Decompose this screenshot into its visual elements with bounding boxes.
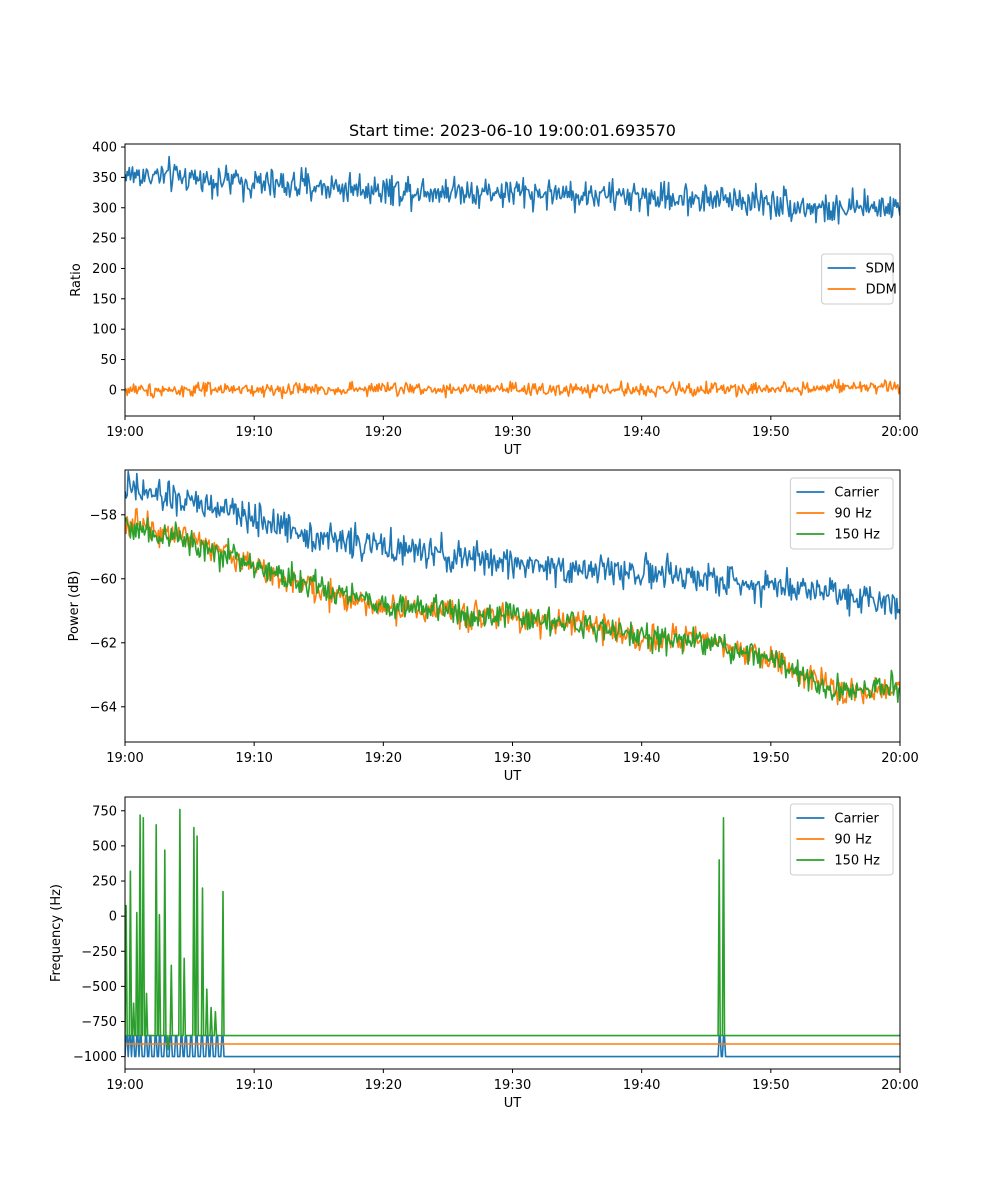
x-tick-label: 19:20 [365,425,402,440]
series-group [125,808,900,1058]
panel-power: 19:00 19:10 19:20 19:30 19:40 19:50 20:00 −58 −6… [67,469,919,784]
x-tick-label: 19:00 [106,1078,143,1093]
legend: Carrier 90 Hz 150 Hz [789,803,894,876]
y-tick-label: 500 [92,839,117,854]
y-tick-label: −750 [81,1015,117,1030]
y-axis-label: Power (dB) [67,571,82,642]
legend-label: DDM [866,283,897,298]
x-tick-label: 19:20 [365,1078,402,1093]
legend: SDM DDM [821,253,897,305]
y-axis-label: Ratio [69,263,84,296]
panel-frequency: 19:00 19:10 19:20 19:30 19:40 19:50 20:00 750 50… [49,796,919,1111]
x-tick-label: 19:40 [623,1078,660,1093]
x-tick-label: 19:00 [106,751,143,766]
y-tick-label: −60 [90,572,117,587]
y-axis-label: Frequency (Hz) [49,884,64,982]
x-tick-label: 19:20 [365,751,402,766]
y-tick-label: −250 [81,945,117,960]
legend-label: 90 Hz [834,833,871,848]
series-line-2 [125,378,900,400]
x-tick-label: 19:10 [235,751,272,766]
legend-label: SDM [866,262,895,277]
x-tick-label: 19:40 [623,425,660,440]
y-tick-label: 0 [109,383,117,398]
legend-label: Carrier [834,486,879,501]
x-tick-label: 20:00 [881,751,918,766]
y-tick-label: −1000 [73,1050,117,1065]
legend-label: Carrier [834,812,879,827]
legend-label: 150 Hz [834,528,880,543]
y-tick-label: 400 [92,141,117,156]
panel-ratio: 19:00 19:10 19:20 19:30 19:40 19:50 20:00 0 50 10… [69,141,919,458]
x-tick-label: 19:30 [494,751,531,766]
x-axis-label: UT [504,769,522,784]
series-line-3 [125,517,900,703]
x-tick-label: 19:00 [106,425,143,440]
x-tick-label: 20:00 [881,1078,918,1093]
y-tick-label: 250 [92,875,117,890]
legend: Carrier 90 Hz 150 Hz [789,477,894,550]
y-tick-label: 300 [92,201,117,216]
y-tick-label: −58 [90,508,117,523]
y-tick-label: 0 [109,910,117,925]
legend-frame [789,477,894,550]
series-group [125,155,900,400]
series-line-1 [125,470,900,620]
y-tick-label: 50 [100,353,117,368]
y-tick-label: 250 [92,232,117,247]
y-tick-label: −64 [90,700,117,715]
y-tick-label: 750 [92,804,117,819]
y-tick-label: 150 [92,292,117,307]
y-tick-label: 200 [92,262,117,277]
y-tick-label: 350 [92,171,117,186]
x-tick-label: 19:10 [235,1078,272,1093]
x-tick-label: 19:30 [494,425,531,440]
y-tick-label: 100 [92,323,117,338]
x-tick-label: 19:50 [752,1078,789,1093]
legend-label: 90 Hz [834,507,871,522]
legend-frame [821,253,894,305]
x-axis-label: UT [504,1096,522,1111]
y-tick-label: −62 [90,636,117,651]
x-axis-label: UT [504,443,522,458]
series-line-1 [125,155,900,225]
figure-title: Start time: 2023-06-10 19:00:01.693570 [349,121,676,140]
x-tick-label: 19:50 [752,751,789,766]
x-tick-label: 19:10 [235,425,272,440]
legend-label: 150 Hz [834,854,880,869]
y-tick-label: −500 [81,980,117,995]
series-group [125,470,900,706]
x-tick-label: 19:40 [623,751,660,766]
x-tick-label: 19:30 [494,1078,531,1093]
series-line-1 [125,1034,900,1058]
x-tick-label: 20:00 [881,425,918,440]
series-line-3 [125,808,900,1051]
legend-frame [789,803,894,876]
x-tick-label: 19:50 [752,425,789,440]
